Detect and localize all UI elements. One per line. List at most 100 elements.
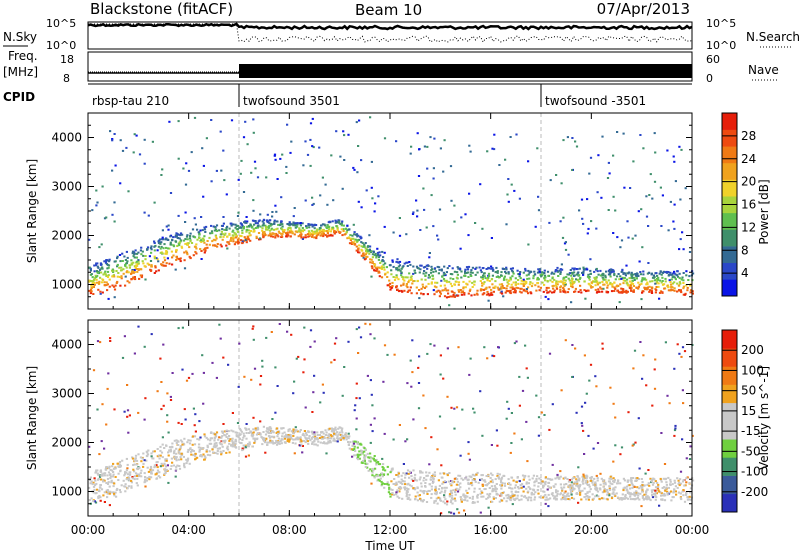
range-cell [343, 134, 345, 136]
range-cell [646, 498, 648, 500]
range-cell [564, 291, 566, 293]
range-cell [274, 205, 276, 207]
range-cell [190, 233, 192, 235]
range-cell [312, 441, 314, 443]
range-cell [95, 276, 97, 278]
range-cell [374, 417, 376, 419]
range-cell [419, 479, 421, 481]
range-cell [154, 272, 156, 274]
range-cell [520, 283, 522, 285]
range-cell [579, 492, 581, 494]
range-cell [642, 273, 644, 275]
range-cell [311, 437, 313, 439]
range-cell [158, 269, 160, 271]
range-cell [175, 448, 177, 450]
range-cell [142, 251, 144, 253]
range-cell [396, 489, 398, 491]
range-cell [625, 290, 627, 292]
range-cell [179, 242, 181, 244]
range-cell [523, 486, 525, 488]
range-cell [563, 484, 565, 486]
range-cell [519, 480, 521, 482]
range-cell [666, 395, 668, 397]
range-cell [219, 447, 221, 449]
range-cell [313, 233, 315, 235]
range-cell [653, 275, 655, 277]
range-cell [187, 244, 189, 246]
range-cell [170, 242, 172, 244]
range-cell [661, 499, 663, 501]
range-cell [571, 344, 573, 346]
range-cell [456, 277, 458, 279]
range-cell [302, 230, 304, 232]
range-cell [444, 502, 446, 504]
range-cell [163, 447, 165, 449]
range-cell [169, 235, 171, 237]
range-cell [191, 373, 193, 375]
range-cell [175, 453, 177, 455]
range-cell [551, 479, 553, 481]
range-cell [121, 484, 123, 486]
range-cell [171, 264, 173, 266]
range-cell [333, 231, 335, 233]
range-cell [138, 263, 140, 265]
range-cell [407, 469, 409, 471]
range-cell [127, 190, 129, 192]
range-cell [487, 293, 489, 295]
range-cell [159, 238, 161, 240]
range-cell [412, 487, 414, 489]
range-cell [651, 480, 653, 482]
range-cell [314, 434, 316, 436]
range-cell [468, 193, 470, 195]
range-cell [109, 286, 111, 288]
range-cell [98, 453, 100, 455]
range-cell [375, 464, 377, 466]
range-cell [94, 270, 96, 272]
range-cell [286, 331, 288, 333]
range-cell [428, 463, 430, 465]
range-cell [191, 151, 193, 153]
range-cell [395, 491, 397, 493]
range-cell [195, 224, 197, 226]
range-cell [426, 168, 428, 170]
range-cell [175, 232, 177, 234]
range-cell [540, 275, 542, 277]
range-cell [446, 487, 448, 489]
range-cell [488, 273, 490, 275]
range-cell [105, 273, 107, 275]
range-cell [386, 483, 388, 485]
range-cell [232, 412, 234, 414]
range-cell [639, 468, 641, 470]
range-cell [682, 402, 684, 404]
range-cell [673, 368, 675, 370]
range-cell [528, 475, 530, 477]
range-cell [545, 296, 547, 298]
range-cell [382, 466, 384, 468]
range-cell [682, 494, 684, 496]
range-cell [574, 481, 576, 483]
range-cell [126, 416, 128, 418]
range-cell [237, 215, 239, 217]
range-cell [126, 467, 128, 469]
range-cell [451, 480, 453, 482]
range-cell [202, 196, 204, 198]
range-cell [186, 462, 188, 464]
range-cell [232, 240, 234, 242]
range-cell [120, 139, 122, 141]
range-cell [592, 484, 594, 486]
range-cell [232, 445, 234, 447]
range-cell [641, 280, 643, 282]
range-cell [146, 480, 148, 482]
range-cell [356, 246, 358, 248]
range-cell [517, 279, 519, 281]
range-cell [422, 491, 424, 493]
range-cell [407, 281, 409, 283]
x-tick-label: 04:00 [171, 523, 206, 537]
range-cell [390, 273, 392, 275]
range-cell [426, 353, 428, 355]
range-cell [173, 245, 175, 247]
range-cell [308, 437, 310, 439]
range-cell [314, 438, 316, 440]
x-tick-label: 12:00 [373, 523, 408, 537]
range-cell [529, 488, 531, 490]
